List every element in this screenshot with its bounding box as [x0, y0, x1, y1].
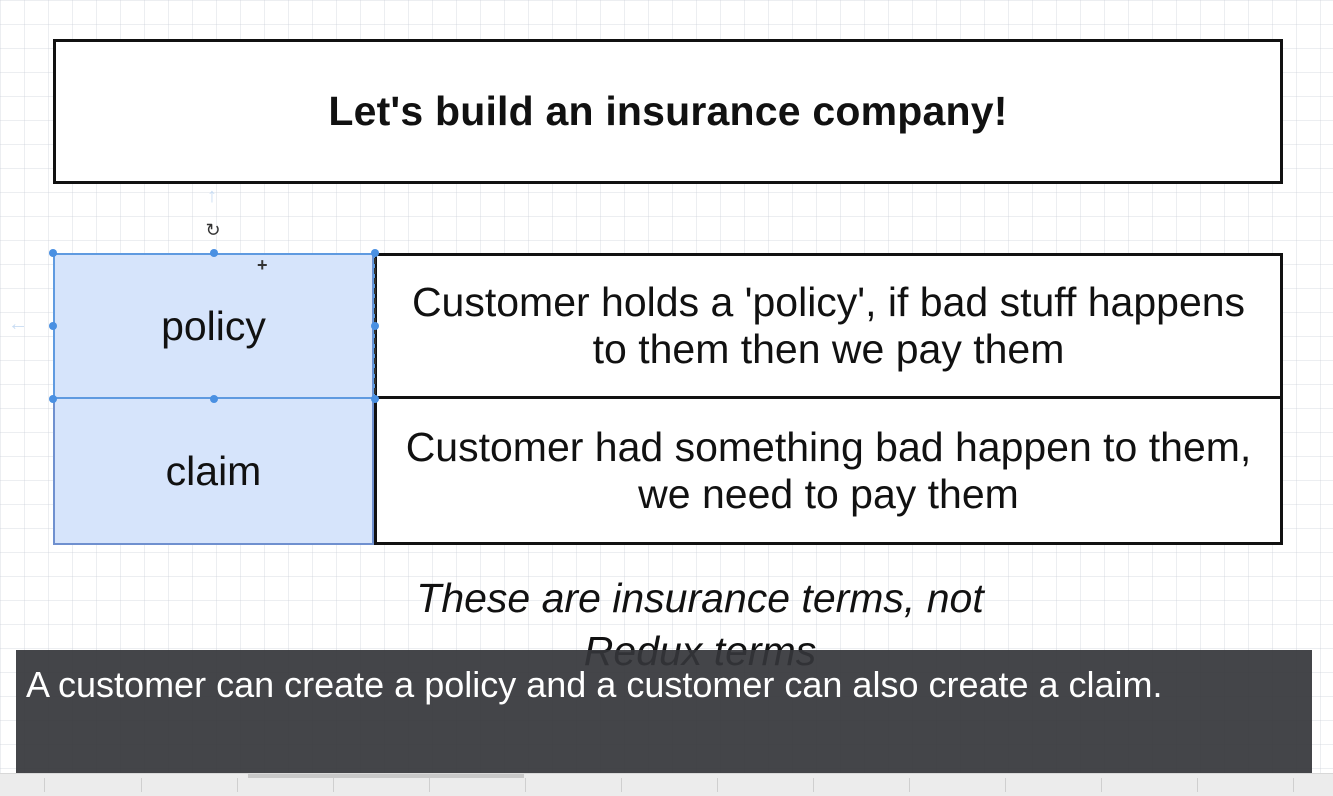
strip-tick: [909, 778, 910, 792]
term-cell-claim[interactable]: claim: [53, 399, 374, 545]
resize-handle-bottom-right[interactable]: [371, 395, 379, 403]
description-cell-policy[interactable]: Customer holds a 'policy', if bad stuff …: [374, 253, 1283, 399]
term-cell-policy[interactable]: policy: [53, 253, 374, 399]
term-label: claim: [165, 447, 262, 494]
video-progress-strip[interactable]: [0, 773, 1333, 796]
strip-tick: [333, 778, 334, 792]
arrow-left-icon[interactable]: ←: [8, 313, 28, 335]
term-label: policy: [161, 302, 266, 349]
video-caption: A customer can create a policy and a cus…: [16, 650, 1312, 773]
strip-tick: [1293, 778, 1294, 792]
description-cell-claim[interactable]: Customer had something bad happen to the…: [374, 399, 1283, 545]
strip-tick: [1005, 778, 1006, 792]
description-text: Customer had something bad happen to the…: [405, 423, 1252, 517]
move-icon[interactable]: +: [257, 255, 268, 275]
strip-tick: [1101, 778, 1102, 792]
description-text: Customer holds a 'policy', if bad stuff …: [411, 279, 1246, 372]
strip-tick: [621, 778, 622, 792]
strip-tick: [237, 778, 238, 792]
resize-handle-top-left[interactable]: [49, 249, 57, 257]
strip-tick: [429, 778, 430, 792]
rotate-icon[interactable]: ↻: [205, 220, 221, 240]
scroll-thumb[interactable]: [248, 774, 524, 778]
strip-tick: [813, 778, 814, 792]
resize-handle-bottom[interactable]: [210, 395, 218, 403]
strip-tick: [717, 778, 718, 792]
diagram-title: Let's build an insurance company!: [328, 88, 1008, 134]
terms-table: policy Customer holds a 'policy', if bad…: [53, 253, 1283, 545]
strip-tick: [525, 778, 526, 792]
resize-handle-left[interactable]: [49, 322, 57, 330]
arrow-up-icon[interactable]: ↑: [207, 185, 217, 207]
caption-text: A customer can create a policy and a cus…: [26, 664, 1163, 705]
strip-tick: [141, 778, 142, 792]
title-box[interactable]: Let's build an insurance company!: [53, 39, 1283, 184]
strip-tick: [1197, 778, 1198, 792]
resize-handle-top[interactable]: [210, 249, 218, 257]
resize-handle-top-right[interactable]: [371, 249, 379, 257]
resize-handle-right[interactable]: [371, 322, 379, 330]
strip-tick: [44, 778, 45, 792]
resize-handle-bottom-left[interactable]: [49, 395, 57, 403]
